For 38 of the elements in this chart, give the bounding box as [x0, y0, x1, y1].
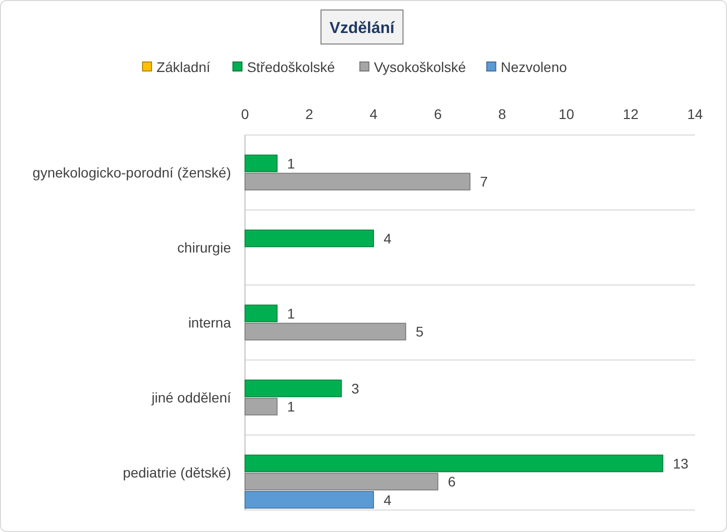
data-label: 4 [384, 230, 392, 246]
data-label: 13 [672, 455, 689, 472]
data-label: 5 [416, 324, 424, 340]
data-label: 1 [287, 155, 296, 172]
legend-label: Nezvoleno [500, 59, 568, 75]
x-tick-label: 12 [622, 106, 639, 122]
y-tick-label: gynekologicko-porodní (ženské) [32, 164, 231, 180]
data-label: 4 [384, 492, 392, 508]
x-tick-label: 2 [305, 106, 314, 122]
data-label: 6 [448, 474, 456, 490]
legend-label: Středoškolské [246, 59, 336, 75]
legend-label: Základní [156, 59, 210, 75]
data-label: 7 [480, 174, 488, 190]
bar [244, 398, 278, 416]
x-tick-label: 14 [687, 106, 703, 122]
x-tick-label: 4 [370, 106, 378, 122]
bar [244, 172, 470, 190]
x-tick-label: 6 [434, 106, 442, 122]
data-label: 1 [287, 305, 296, 322]
data-label: 1 [287, 398, 296, 415]
legend-label: Vysokoškolské [374, 59, 466, 75]
bar [244, 472, 438, 490]
bar [244, 454, 664, 472]
y-tick-label: jiné oddělení [150, 390, 232, 406]
bar [244, 491, 374, 509]
x-tick-label: 10 [558, 106, 574, 122]
data-label: 3 [351, 380, 360, 396]
x-tick-label: 0 [241, 106, 250, 122]
bar [244, 304, 278, 322]
bar [244, 154, 278, 172]
bar [244, 230, 374, 248]
bar [244, 380, 342, 398]
y-tick-label: interna [188, 314, 232, 330]
x-tick-label: 8 [498, 106, 506, 122]
y-tick-label: pediatrie (dětské) [122, 464, 231, 480]
y-tick-label: chirurgie [177, 240, 232, 256]
bar [244, 322, 406, 340]
chart-title: Vzdělání [330, 20, 396, 37]
